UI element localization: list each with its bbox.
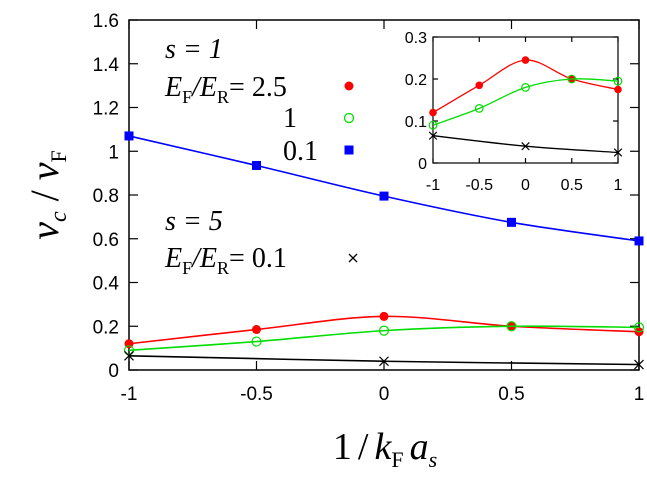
inset-ticks: -1 -0.5 0 0.5 1 0 0.1 0.2 0.3: [405, 30, 623, 194]
main-ticks: -1 -0.5 0 0.5 1 0 0.2 0.4 0.6 0.8 1 1.2 1.4 1.6: [93, 11, 645, 405]
inset-data-point-1: [474, 103, 484, 113]
main-data-point-2: [507, 217, 516, 227]
main-data-point-1: [633, 322, 645, 333]
main-data-point-2: [634, 236, 644, 246]
inset-frame: [432, 36, 619, 164]
legend-entry-2-5: EF/ER= 2.5: [164, 72, 287, 107]
main-data-point-2: [252, 160, 261, 170]
main-series-line-1: [128, 325, 640, 352]
main-data-point-1: [378, 325, 390, 336]
main-x-tick-label: -1: [121, 384, 138, 405]
main-y-tick-label: 0.4: [93, 274, 120, 295]
main-data-point-0: [379, 311, 389, 321]
legend-marker-blue-square: [344, 145, 354, 155]
main-y-tick-label: 1.2: [93, 99, 119, 120]
inset-x-tick-label: 1: [614, 177, 623, 194]
legend-entry-s5: EF/ER= 0.1: [164, 243, 287, 278]
main-series: [123, 131, 645, 370]
main-y-tick-label: 0.2: [93, 317, 119, 338]
inset-data-point-1: [567, 74, 577, 84]
inset-data-point-0: [614, 85, 622, 94]
main-x-tick-label: 0.5: [498, 384, 524, 405]
legend-marker-red-filled-circle: [344, 81, 354, 91]
main-data-point-1: [251, 336, 262, 347]
inset-x-tick-label: 0.5: [561, 177, 583, 194]
x-axis-label: 1/kF as: [333, 426, 437, 472]
main-x-tick-label: 1: [634, 384, 645, 405]
legend-marker-green-open-circle: [343, 112, 355, 124]
inset-data-point-1: [613, 76, 623, 86]
main-data-point-2: [124, 131, 134, 141]
main-x-tick-label: 0: [379, 384, 390, 405]
main-data-point-2: [379, 191, 389, 201]
main-data-point-0: [252, 325, 261, 335]
main-y-tick-label: 0: [108, 361, 119, 382]
legend-entry-0-1: 0.1: [283, 136, 318, 167]
main-data-point-3: [124, 350, 134, 361]
main-y-tick-label: 1.6: [93, 11, 119, 32]
inset-data-point-1: [521, 82, 530, 92]
inset-y-tick-label: 0: [418, 156, 427, 173]
inset-data-point-0: [475, 81, 484, 90]
inset-x-tick-label: 0: [521, 177, 530, 194]
inset-y-tick-label: 0.2: [405, 72, 427, 89]
inset-y-tick-label: 0.3: [405, 30, 427, 47]
inset-x-tick-label: -0.5: [465, 177, 493, 194]
inset-data-point-0: [429, 108, 437, 117]
inset-data-point-0: [521, 56, 530, 64]
inset-y-tick-label: 0.1: [405, 114, 427, 131]
main-y-tick-label: 1.4: [93, 55, 120, 76]
legend-group1-title: s = 1: [165, 34, 223, 65]
inset-series: [428, 56, 623, 157]
main-y-tick-label: 0.6: [93, 230, 119, 251]
inset-series-line-1: [432, 78, 619, 126]
main-y-tick-label: 0.8: [93, 186, 119, 207]
main-y-tick-label: 1: [108, 142, 119, 163]
main-data-point-3: [379, 356, 389, 367]
main-data-point-1: [123, 345, 135, 356]
legend-marker-black-cross: [348, 253, 358, 263]
inset-x-tick-label: -1: [426, 177, 440, 194]
main-data-point-3: [634, 359, 644, 370]
y-axis-label: vc/vF: [22, 150, 72, 240]
inset-data-point-2: [613, 148, 623, 157]
legend-group2-title: s = 5: [165, 206, 223, 237]
legend-entry-1: 1: [283, 103, 297, 134]
main-x-tick-label: -0.5: [240, 384, 273, 405]
inset-data-point-1: [428, 120, 438, 130]
inset-data-point-2: [521, 141, 530, 151]
main-data-point-1: [506, 321, 517, 332]
inset-data-point-2: [428, 131, 438, 140]
